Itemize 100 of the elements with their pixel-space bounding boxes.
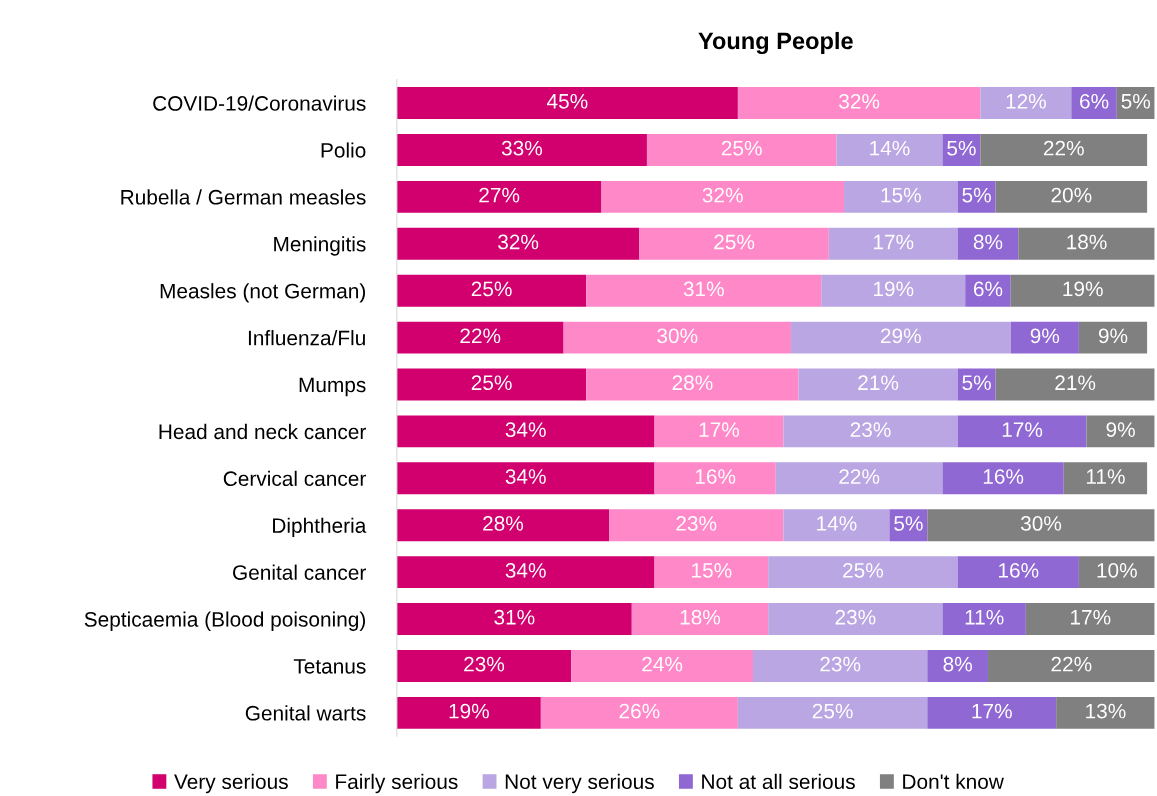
data-label: 34% <box>505 469 546 484</box>
data-label: 28% <box>483 516 524 531</box>
data-label: 22% <box>839 469 880 484</box>
data-label: 25% <box>471 375 512 391</box>
bar <box>828 227 958 260</box>
data-label: 5% <box>947 140 976 156</box>
data-label: 28% <box>672 375 713 391</box>
bar <box>609 509 784 542</box>
bar <box>737 696 928 729</box>
y-tick-label: Meningitis <box>274 236 366 256</box>
data-label: 6% <box>1080 93 1109 109</box>
data-label: 23% <box>464 656 505 672</box>
bar <box>396 556 655 589</box>
data-label: 8% <box>943 656 972 672</box>
bar <box>957 227 1019 260</box>
data-label: 15% <box>881 187 921 203</box>
bar <box>601 180 844 213</box>
data-label: 11% <box>965 609 1004 625</box>
bar <box>783 509 890 542</box>
data-label: 23% <box>676 516 717 531</box>
legend-label: Very serious <box>174 773 288 794</box>
data-label: 25% <box>843 562 884 578</box>
data-label: 5% <box>962 375 991 391</box>
data-label: 9% <box>1030 328 1060 344</box>
bar <box>654 462 776 495</box>
bar <box>980 134 1148 166</box>
bar <box>798 368 958 401</box>
data-label: 17% <box>972 703 1012 719</box>
data-label: 18% <box>1067 234 1107 250</box>
data-label: 8% <box>973 234 1003 250</box>
bar <box>1063 462 1148 495</box>
data-label: 23% <box>850 422 891 437</box>
data-label: 25% <box>471 281 512 297</box>
data-label: 30% <box>1020 516 1062 531</box>
data-label: 17% <box>1071 609 1111 625</box>
y-tick-label: Mumps <box>299 377 366 397</box>
bar <box>396 134 647 166</box>
data-label: 29% <box>881 328 921 344</box>
bar <box>396 180 602 213</box>
bar <box>396 227 640 260</box>
data-label: 6% <box>973 281 1003 297</box>
legend-label: Not very serious <box>505 773 654 794</box>
legend-label: Not at all serious <box>702 773 855 790</box>
data-label: 16% <box>983 469 1024 484</box>
data-label: 20% <box>1051 187 1092 203</box>
bar <box>957 556 1079 589</box>
legend-label: Fairly serious <box>336 773 458 794</box>
data-label: 16% <box>695 469 736 484</box>
bar <box>396 274 587 307</box>
data-label: 12% <box>1006 93 1046 109</box>
y-tick-label: Septicaemia (Blood poisoning) <box>84 611 366 631</box>
data-label: 34% <box>505 422 546 437</box>
data-label: 21% <box>858 375 899 391</box>
y-tick-label: Diphtheria <box>273 517 367 538</box>
data-label: 19% <box>449 703 489 719</box>
data-label: 17% <box>1002 422 1043 437</box>
bar <box>957 180 996 213</box>
y-tick-label: Influenza/Flu <box>248 330 365 346</box>
data-label: 17% <box>699 422 740 437</box>
bar <box>1056 696 1155 729</box>
bar <box>396 603 632 635</box>
bar <box>563 321 791 354</box>
data-label: 22% <box>1043 140 1084 156</box>
data-label: 19% <box>873 281 914 297</box>
bar <box>654 415 784 448</box>
y-tick-label: COVID-19/Coronavirus <box>153 95 366 111</box>
data-label: 32% <box>839 93 880 109</box>
data-label: 5% <box>1121 93 1151 109</box>
data-label: 15% <box>692 563 732 578</box>
bar <box>927 509 1155 542</box>
y-tick-label: Rubella / German measles <box>121 189 366 205</box>
y-tick-label: Genital cancer <box>233 564 366 580</box>
bar <box>995 368 1155 401</box>
data-label: 27% <box>479 187 520 203</box>
bar <box>396 87 738 119</box>
data-label: 14% <box>817 516 857 531</box>
bar <box>775 462 943 495</box>
bar <box>586 274 822 307</box>
data-label: 17% <box>873 234 914 250</box>
bar <box>639 227 829 260</box>
data-label: 23% <box>835 609 876 625</box>
data-label: 34% <box>505 562 546 578</box>
bar <box>737 87 981 119</box>
bar <box>1071 87 1117 119</box>
bar <box>768 556 958 589</box>
data-label: 16% <box>999 562 1039 578</box>
legend-label: Don't know <box>903 773 1004 790</box>
data-label: 31% <box>683 281 724 297</box>
chart-title: Young People <box>698 31 853 55</box>
bar <box>836 134 943 166</box>
data-label: 11% <box>1086 469 1125 484</box>
data-label: 22% <box>460 328 501 344</box>
data-label: 19% <box>1063 281 1103 297</box>
bar <box>396 368 587 401</box>
data-label: 9% <box>1106 422 1135 437</box>
bar <box>942 603 1026 635</box>
y-tick-label: Measles (not German) <box>160 283 366 303</box>
bar <box>987 649 1155 682</box>
bar <box>631 603 769 635</box>
bar <box>843 180 958 213</box>
